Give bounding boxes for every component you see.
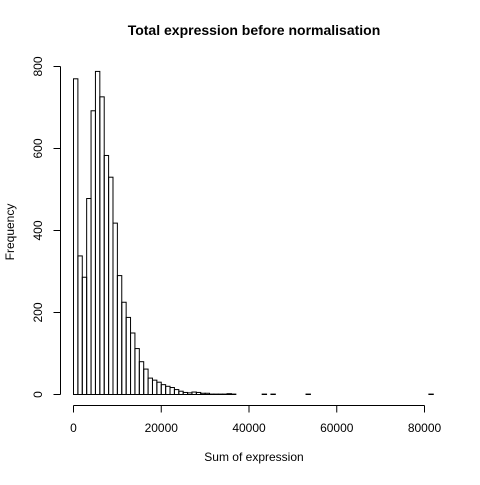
x-tick-label: 60000 [320,421,354,435]
histogram-bar [188,393,192,395]
histogram-bar [227,394,231,395]
histogram-bar [205,393,209,394]
chart-title: Total expression before normalisation [128,22,381,38]
y-axis-label: Frequency [3,204,17,261]
x-tick-label: 80000 [408,421,442,435]
histogram-bar [174,390,178,395]
x-axis: 0 20000 40000 60000 80000 [70,406,441,436]
histogram-bar [95,71,99,394]
histogram-bar [87,199,91,395]
histogram-bar [144,369,148,394]
histogram-bar [91,111,95,395]
histogram-bar [170,388,174,395]
y-tick-label: 200 [31,302,45,322]
y-tick-label: 400 [31,220,45,240]
histogram-bars [74,71,434,394]
histogram-bar [109,177,113,394]
histogram-bar [196,392,200,394]
histogram-bar [113,223,117,394]
histogram-bar [161,385,165,395]
y-tick-label: 800 [31,56,45,76]
y-tick-label: 600 [31,138,45,158]
histogram-bar [100,97,104,395]
histogram-bar [139,362,143,395]
histogram-bar [82,277,86,394]
y-tick-label: 0 [31,391,45,398]
histogram-bar [157,382,161,394]
histogram-bar [148,378,152,394]
histogram-bar [131,333,135,395]
histogram-bar [135,349,139,395]
y-axis: 0 200 400 600 800 [31,56,61,398]
histogram-bar [192,392,196,394]
x-tick-label: 0 [70,421,77,435]
histogram-bar [166,386,170,394]
x-tick-label: 20000 [145,421,179,435]
histogram-bar [74,79,78,395]
histogram-bar [117,276,121,395]
histogram-bar [122,302,126,394]
x-tick-label: 40000 [232,421,266,435]
histogram-bar [201,393,205,394]
x-axis-label: Sum of expression [204,450,303,464]
histogram-bar [126,317,130,394]
histogram-bar [104,155,108,394]
histogram-bar [78,256,82,395]
histogram-bar [183,392,187,394]
histogram-bar [152,380,156,394]
histogram-bar [179,391,183,394]
